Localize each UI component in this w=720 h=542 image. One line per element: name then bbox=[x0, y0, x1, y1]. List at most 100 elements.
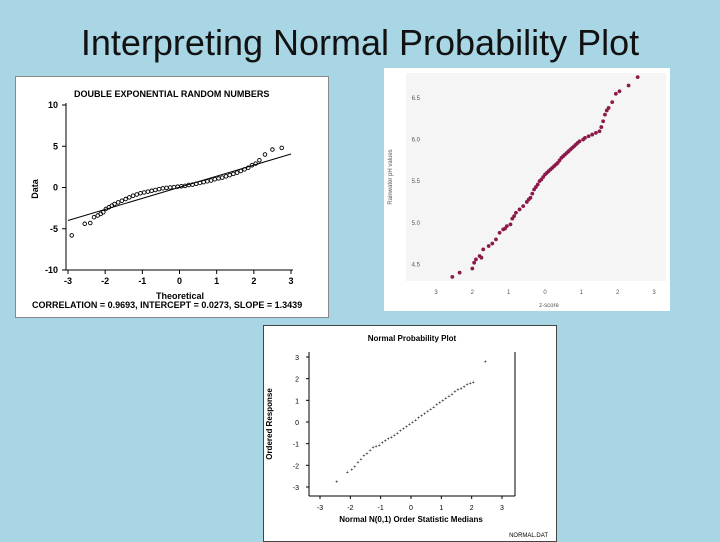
chart3-point: + bbox=[484, 359, 487, 365]
chart3-point: + bbox=[463, 384, 466, 390]
chart3-point: + bbox=[466, 382, 469, 388]
chart3-point: + bbox=[441, 398, 444, 404]
chart1-x-tick-label: 1 bbox=[214, 276, 219, 286]
chart3-point: + bbox=[399, 429, 402, 435]
chart1-point bbox=[82, 221, 87, 227]
chart2-x-tick-label: 3 bbox=[652, 290, 656, 296]
chart2-point bbox=[577, 139, 582, 144]
chart2-point bbox=[472, 260, 477, 265]
chart3-point: + bbox=[356, 460, 359, 466]
chart2-x-tick-label: 2 bbox=[471, 290, 475, 296]
chart1-point bbox=[69, 233, 74, 238]
chart1-point bbox=[219, 175, 225, 180]
chart2-x-tick-label: 2 bbox=[616, 290, 620, 296]
chart2-ylabel: Rainwater pH values bbox=[388, 149, 394, 204]
chart2-x-tick-label: 1 bbox=[507, 290, 511, 296]
chart2-xlabel: z-score bbox=[539, 303, 559, 309]
chart3-point: + bbox=[372, 445, 375, 451]
chart3-point: + bbox=[390, 435, 393, 441]
chart2-y-tick-label: 5.5 bbox=[412, 179, 421, 185]
chart1-point bbox=[164, 185, 169, 191]
chart1-point bbox=[123, 196, 128, 202]
chart3-point: + bbox=[457, 388, 460, 394]
chart2-point bbox=[521, 204, 526, 209]
chart2-point bbox=[603, 112, 607, 117]
chart2-point bbox=[512, 214, 517, 219]
chart1-point bbox=[153, 187, 158, 193]
chart3-ylabel: Ordered Response bbox=[265, 388, 274, 460]
chart1-x-tick-label: 2 bbox=[251, 276, 256, 286]
chart3-point: + bbox=[335, 480, 338, 486]
chart2-point bbox=[486, 244, 491, 248]
chart2-x-tick-label: 3 bbox=[434, 290, 438, 296]
chart1-y-tick-label: 0 bbox=[53, 183, 58, 193]
chart1-point bbox=[160, 186, 166, 191]
chart3-point: + bbox=[353, 464, 356, 470]
chart3-point: + bbox=[363, 454, 366, 460]
double-exponential-chart: DOUBLE EXPONENTIAL RANDOM NUMBERS Data T… bbox=[30, 89, 302, 310]
chart3-x-tick-label: 0 bbox=[409, 505, 413, 512]
chart1-point bbox=[238, 168, 244, 174]
chart1-point bbox=[253, 161, 258, 166]
chart1-footer: CORRELATION = 0.9693, INTERCEPT = 0.0273… bbox=[32, 300, 302, 310]
chart3-x-tick-label: -3 bbox=[317, 505, 323, 512]
chart1-point bbox=[130, 193, 136, 198]
chart3-y-tick-label: -2 bbox=[293, 463, 299, 470]
chart2-y-tick-label: 6.5 bbox=[412, 96, 421, 102]
chart3-point: + bbox=[359, 457, 362, 463]
chart3-x-tick-label: 3 bbox=[500, 505, 504, 512]
chart2-y-tick-label: 5.0 bbox=[412, 221, 421, 227]
chart2-point bbox=[514, 210, 518, 215]
chart2-point bbox=[617, 89, 622, 94]
chart3-y-tick-label: 0 bbox=[295, 420, 299, 427]
chart2-point bbox=[508, 222, 513, 227]
chart3-point: + bbox=[444, 396, 447, 402]
chart1-point bbox=[246, 165, 251, 170]
chart3-point: + bbox=[414, 418, 417, 424]
chart3-x-tick-label: -1 bbox=[378, 505, 384, 512]
chart3-x-tick-label: 1 bbox=[439, 505, 443, 512]
chart1-x-tick-label: -2 bbox=[101, 276, 109, 286]
chart3-point: + bbox=[411, 420, 414, 426]
chart1-point bbox=[216, 176, 221, 181]
chart1-point bbox=[262, 152, 268, 157]
chart2-point bbox=[635, 75, 640, 80]
chart1-point bbox=[227, 172, 232, 178]
chart3-point: + bbox=[460, 386, 463, 392]
chart1-y-tick-label: 10 bbox=[48, 100, 58, 110]
chart2-point bbox=[481, 247, 486, 252]
chart1-y-tick-label: 5 bbox=[53, 141, 58, 151]
chart2-point bbox=[530, 191, 535, 196]
chart3-point: + bbox=[396, 431, 399, 437]
chart1-ylabel: Data bbox=[30, 178, 40, 199]
chart2-point bbox=[504, 224, 509, 228]
chart1-point bbox=[119, 198, 125, 203]
chart2-point bbox=[490, 241, 495, 246]
chart2-point bbox=[613, 91, 618, 96]
chart3-point: + bbox=[429, 407, 432, 413]
chart1-point bbox=[234, 170, 240, 175]
chart1-xlabel: Theoretical bbox=[156, 291, 204, 301]
chart2-point bbox=[626, 83, 631, 88]
chart3-footer: NORMAL.DAT bbox=[509, 533, 548, 539]
chart1-point bbox=[145, 189, 151, 194]
chart1-point bbox=[101, 209, 106, 215]
rainwater-ph-chart: Rainwater pH values z-score 3 2 1 0 1 2 3 6.5 6.… bbox=[388, 73, 666, 309]
chart1-y-tick-label: -10 bbox=[45, 265, 58, 275]
chart3-point: + bbox=[366, 451, 369, 457]
chart2-point bbox=[610, 100, 615, 105]
chart1-point bbox=[197, 180, 203, 186]
chart3-point: + bbox=[454, 390, 457, 396]
chart3-point: + bbox=[402, 427, 405, 433]
chart2-point bbox=[517, 207, 522, 212]
chart3-point: + bbox=[405, 424, 408, 430]
chart3-title: Normal Probability Plot bbox=[368, 334, 457, 343]
chart2-point bbox=[606, 106, 611, 110]
chart1-point bbox=[127, 195, 132, 200]
chart1-point bbox=[201, 179, 206, 185]
chart1-point bbox=[112, 201, 117, 207]
chart2-point bbox=[593, 131, 598, 135]
chart3-point: + bbox=[432, 405, 435, 411]
chart2-point bbox=[457, 270, 462, 275]
chart3-point: + bbox=[393, 433, 396, 439]
